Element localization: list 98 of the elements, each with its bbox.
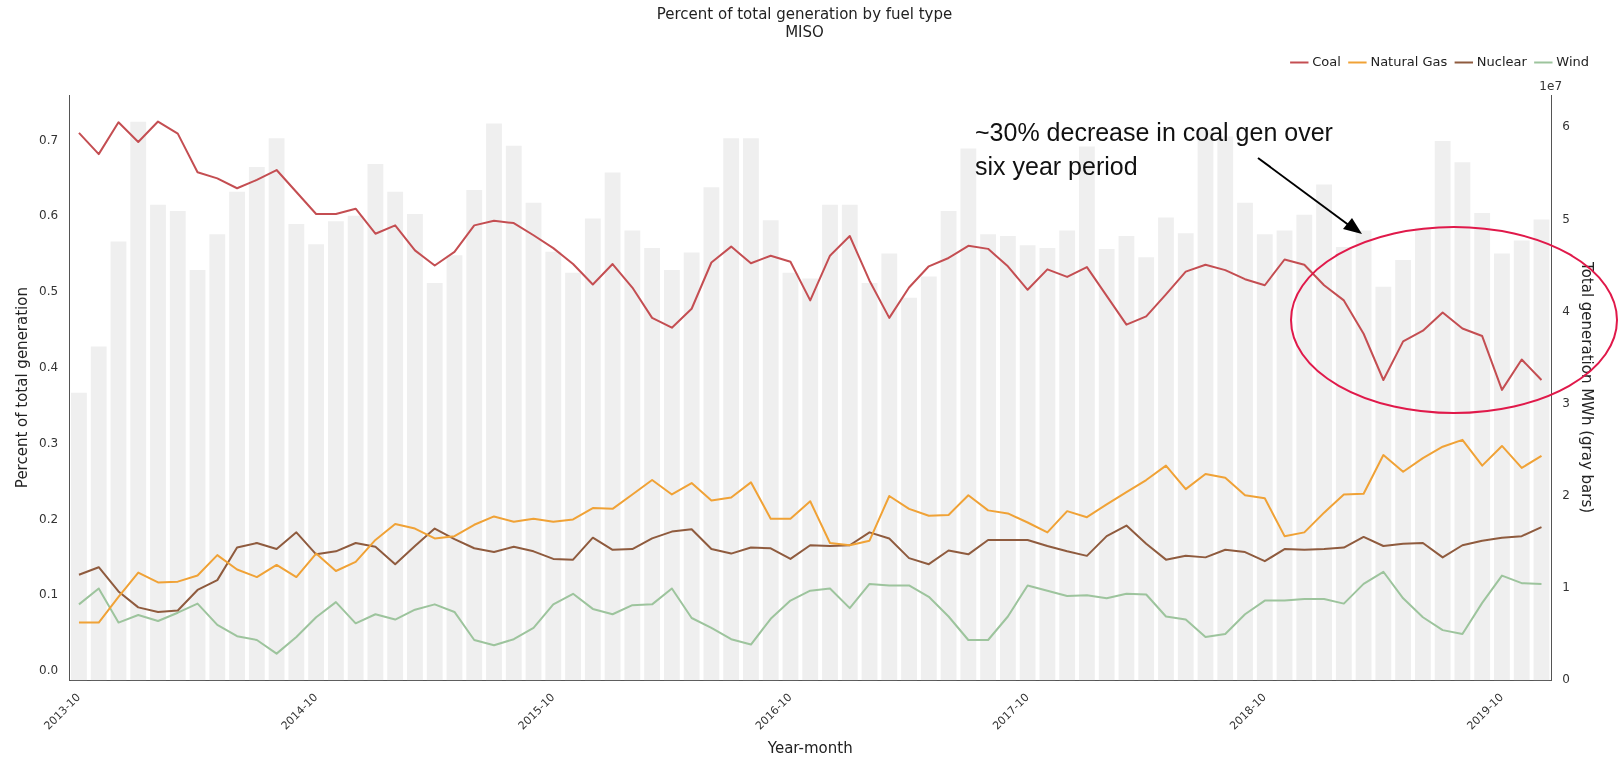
y-tick-label: 0.6 [38,208,59,223]
bar [545,251,562,681]
bar [1276,230,1293,681]
bar [308,244,325,681]
bar [248,166,265,681]
bar [723,138,740,681]
y-tick-label: 0.5 [38,284,59,299]
bar [1375,286,1392,681]
bar [426,282,443,681]
legend-label: Natural Gas [1370,53,1448,69]
y-tick-label: 0.0 [38,663,59,678]
bar [505,145,522,681]
bar [1434,141,1451,681]
bar [1039,247,1056,681]
bar [802,278,819,681]
bar [841,204,858,681]
y-tick-label: 0.7 [38,132,59,147]
bar [1494,253,1510,681]
bar [1474,212,1491,681]
bar [940,211,957,681]
bar [1415,227,1431,681]
bar [901,297,917,681]
bar [861,282,878,681]
bar [387,191,404,681]
bar [920,276,937,681]
bar [1138,257,1155,681]
bar [347,215,364,681]
bar [1237,202,1253,681]
bar [980,234,996,681]
bar [1059,230,1076,681]
bar [782,272,799,681]
bar [1256,234,1273,681]
bar [960,148,977,681]
y2-tick-label: 1 [1562,580,1571,595]
bar [189,270,206,681]
bar [1355,230,1372,681]
bar [486,123,502,681]
chart-subtitle: MISO [785,22,824,41]
bar [1335,247,1352,681]
bar [743,138,759,681]
bar [663,270,680,681]
y2-tick-label: 4 [1562,303,1571,318]
bar [446,255,463,681]
y-axis-title: Percent of total generation [12,287,31,489]
bar [644,247,661,681]
bar [1177,233,1194,681]
bar [71,392,87,681]
bar [407,213,423,681]
legend-label: Wind [1556,53,1589,69]
y-tick-label: 0.4 [38,360,59,374]
legend-label: Nuclear [1476,53,1528,69]
bar [683,252,700,681]
legend-label: Coal [1312,53,1341,69]
y2-tick-label: 3 [1562,395,1571,410]
y-tick-label: 0.3 [38,435,59,450]
bar [762,220,779,681]
bar [881,253,898,681]
y-tick-label: 0.1 [38,587,59,602]
bar [1513,240,1530,681]
bar [624,230,641,681]
bar [1098,248,1115,681]
bar [466,189,483,681]
y2-tick-label: 5 [1562,211,1571,226]
bar [565,272,581,681]
bar [268,138,285,681]
bar [1316,184,1332,681]
y2-tick-label: 0 [1562,672,1571,687]
bar [288,224,305,681]
bar [1533,219,1550,681]
bar [367,164,384,681]
bar [1395,259,1412,681]
bar [1296,214,1313,681]
bar [110,241,127,681]
bar [90,346,107,681]
y2-tick-label: 6 [1562,119,1571,134]
bar [150,204,166,681]
bar [584,218,601,681]
bar [130,121,147,681]
bar [525,202,542,681]
x-axis-title: Year-month [766,738,853,757]
bar [169,211,186,681]
bar [229,191,245,681]
bar [1454,162,1471,681]
bar [999,235,1016,681]
text: 1e7 [1539,79,1563,93]
y2-tick-label: 2 [1562,487,1571,502]
bar [1118,235,1135,681]
annotation: ~30% decrease in coal gen over six year period [975,117,1334,182]
bar [1158,217,1174,681]
y-tick-label: 0.2 [38,511,59,526]
bar [822,204,838,681]
bar [209,234,226,681]
bar [1019,245,1036,681]
y2-axis-title: Total generation MWh (gray bars) [1578,261,1597,514]
bar [604,172,621,681]
chart-title: Percent of total generation by fuel type [656,4,953,23]
bar [327,221,344,681]
bar [703,187,720,681]
